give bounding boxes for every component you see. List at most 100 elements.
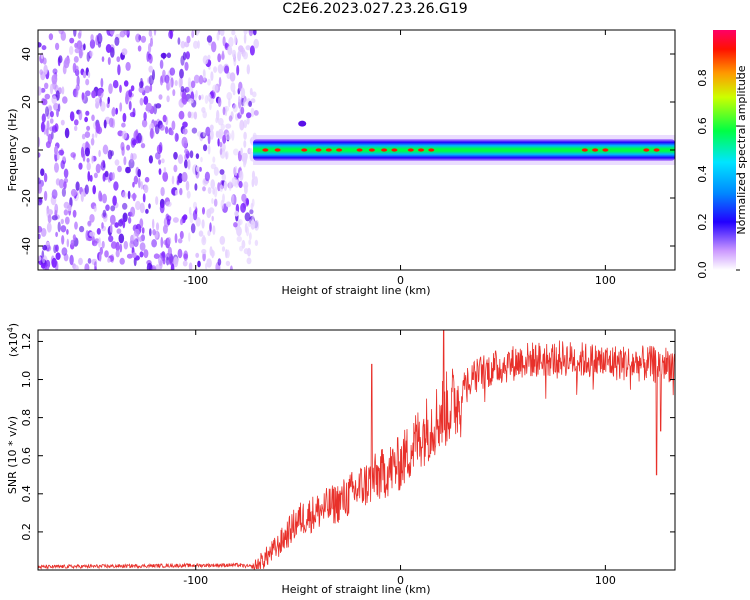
- noise-blob: [222, 106, 226, 116]
- signal-band-core: [253, 139, 675, 161]
- noise-blob: [246, 198, 249, 206]
- noise-blob: [107, 57, 111, 65]
- noise-blob: [213, 198, 218, 207]
- noise-blob: [61, 86, 65, 95]
- noise-blob: [140, 35, 147, 43]
- noise-blob: [162, 114, 167, 123]
- noise-blob: [135, 200, 141, 211]
- noise-blob: [231, 30, 236, 36]
- noise-blob: [228, 97, 231, 108]
- noise-blob: [92, 185, 96, 195]
- noise-blob: [149, 83, 153, 92]
- noise-blob: [182, 121, 188, 128]
- noise-blob: [108, 235, 114, 243]
- noise-blob: [217, 117, 224, 126]
- noise-blob: [89, 174, 93, 182]
- signal-band: [253, 120, 675, 165]
- colorbar-tick-label: 0.0: [696, 261, 709, 279]
- noise-blob: [246, 112, 252, 119]
- noise-blob: [198, 94, 202, 101]
- noise-blob: [217, 258, 222, 266]
- noise-blob: [58, 178, 65, 189]
- noise-blob: [239, 170, 244, 182]
- noise-blob: [132, 192, 136, 202]
- noise-blob: [162, 69, 166, 78]
- noise-blob: [102, 193, 107, 204]
- noise-blob: [47, 214, 52, 224]
- noise-blob: [40, 52, 44, 60]
- signal-peak: [418, 148, 425, 152]
- noise-blob: [125, 94, 129, 105]
- spectrogram-ticks: -100 0 100 -40 -20 0 20 40: [20, 30, 675, 287]
- noise-blob: [192, 210, 198, 221]
- signal-peak: [336, 148, 343, 152]
- noise-blob: [51, 257, 57, 268]
- noise-blob: [105, 204, 110, 211]
- noise-blob: [238, 45, 244, 53]
- noise-blob: [204, 171, 210, 182]
- noise-blob: [41, 113, 46, 123]
- noise-blob: [64, 216, 70, 225]
- noise-blob: [220, 199, 225, 210]
- noise-blob: [217, 138, 220, 147]
- noise-blob: [53, 102, 59, 111]
- colorbar-tick-label: 0.8: [696, 69, 709, 87]
- noise-blob: [40, 71, 46, 81]
- noise-blob: [236, 226, 242, 237]
- noise-blob: [254, 219, 260, 231]
- colorbar-gradient: [713, 30, 736, 270]
- noise-blob: [188, 206, 192, 215]
- noise-blob: [57, 103, 61, 112]
- noise-blob: [183, 142, 188, 149]
- noise-blob: [202, 131, 206, 138]
- noise-blob: [101, 240, 105, 249]
- noise-blob: [240, 87, 246, 99]
- noise-blob: [222, 134, 227, 144]
- noise-blob: [54, 162, 59, 173]
- noise-blob: [242, 51, 248, 60]
- noise-blob: [243, 30, 248, 35]
- noise-blob: [149, 122, 155, 132]
- noise-blob: [38, 152, 41, 158]
- noise-blob: [155, 196, 159, 206]
- colorbar-tick-label: 0.6: [696, 117, 709, 135]
- noise-blob: [198, 75, 204, 85]
- noise-blob: [91, 90, 96, 99]
- noise-blob: [225, 132, 232, 141]
- snr-xlabel: Height of straight line (km): [281, 583, 430, 596]
- noise-blob: [38, 197, 43, 206]
- noise-blob: [233, 222, 238, 228]
- noise-blob: [63, 168, 69, 179]
- noise-blob: [210, 179, 215, 190]
- ytick-label: 1.0: [20, 371, 33, 389]
- noise-blob: [93, 172, 98, 179]
- noise-blob: [90, 34, 94, 42]
- chart-title: C2E6.2023.027.23.26.G19: [282, 1, 468, 17]
- signal-peak: [391, 148, 398, 152]
- noise-blob: [203, 144, 208, 152]
- noise-blob: [177, 37, 181, 45]
- noise-blob: [130, 152, 134, 163]
- noise-blob: [133, 175, 139, 185]
- noise-blob: [178, 77, 182, 89]
- xtick-label: -100: [183, 574, 208, 587]
- noise-blob: [168, 255, 175, 266]
- noise-blob: [123, 80, 129, 87]
- snr-ticks: -100 0 100 0.2 0.4 0.6 0.8 1.0 1.2: [20, 330, 675, 587]
- noise-blob: [81, 92, 85, 100]
- noise-blob: [119, 30, 126, 38]
- noise-blob: [219, 235, 226, 245]
- noise-blob: [209, 102, 212, 111]
- noise-blob: [121, 130, 128, 140]
- noise-blob: [46, 266, 50, 270]
- noise-blob: [38, 255, 42, 262]
- noise-blob: [51, 189, 58, 200]
- noise-blob: [200, 156, 203, 163]
- noise-blob: [238, 180, 243, 189]
- noise-blob: [174, 189, 178, 196]
- noise-blob: [195, 90, 198, 98]
- noise-blob: [105, 44, 112, 53]
- noise-blob: [86, 125, 91, 131]
- noise-blob: [111, 172, 115, 181]
- noise-blob: [191, 30, 195, 38]
